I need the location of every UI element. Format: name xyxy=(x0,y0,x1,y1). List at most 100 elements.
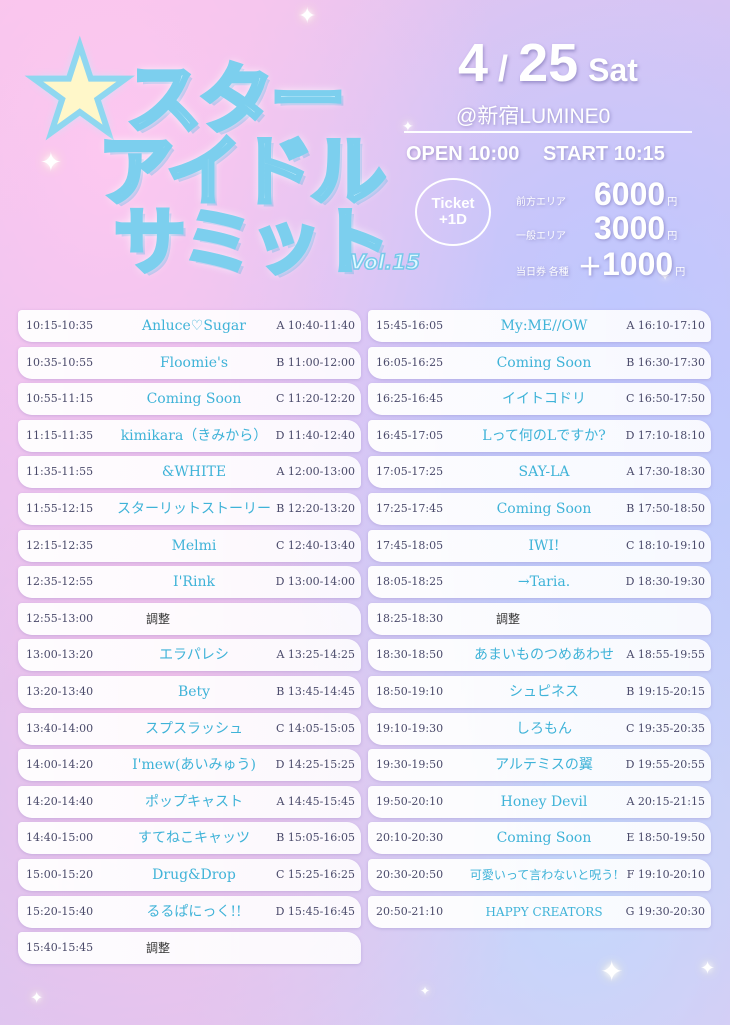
goods-time: A 16:10-17:10 xyxy=(626,319,705,332)
performer-name: &WHITE xyxy=(161,464,227,481)
table-row: 14:20-14:40 ポップキャスト A 14:45-15:45 xyxy=(18,785,361,818)
table-row: 17:45-18:05 IWI! C 18:10-19:10 xyxy=(368,529,711,562)
table-row: 13:00-13:20 エラパレシ A 13:25-14:25 xyxy=(18,639,361,672)
performer-name: Lって何のLですか? xyxy=(482,427,606,444)
performer-name: Coming Soon xyxy=(146,391,242,408)
adjustment-label: 調整 xyxy=(145,611,170,626)
table-row: 16:45-17:05 Lって何のLですか? D 17:10-18:10 xyxy=(368,419,711,452)
slot-time: 12:15-12:35 xyxy=(26,538,94,552)
date-day: 25 xyxy=(518,33,579,93)
table-row: 20:10-20:30 Coming Soon E 18:50-19:50 xyxy=(368,822,711,855)
slot-time: 17:25-17:45 xyxy=(376,501,444,515)
slot-time: 11:55-12:15 xyxy=(26,501,94,515)
table-row: 11:35-11:55 &WHITE A 12:00-13:00 xyxy=(18,456,361,489)
performer-name: Anluce♡Sugar xyxy=(142,318,246,334)
slot-time: 18:25-18:30 xyxy=(376,611,444,625)
price-unit: 円 xyxy=(667,231,678,242)
slot-time: 18:50-19:10 xyxy=(376,684,444,698)
slot-time: 15:40-15:45 xyxy=(26,941,94,955)
price-label: 当日券 各種 xyxy=(516,267,569,278)
performer-name: スプスラッシュ xyxy=(145,720,243,737)
star-icon: ★ xyxy=(23,22,137,161)
performer-name: HAPPY CREATORS xyxy=(485,904,603,919)
open-time: 10:00 xyxy=(468,143,520,165)
table-row: 20:30-20:50 可愛いって言わないと呪う! F 19:10-20:10 xyxy=(368,858,711,891)
sparkle-icon: ✦ xyxy=(298,4,317,29)
slot-time: 18:30-18:50 xyxy=(376,648,444,662)
table-row: 15:00-15:20 Drug&Drop C 15:25-16:25 xyxy=(18,858,361,891)
price-amount: 6000 xyxy=(594,176,666,212)
goods-time: B 16:30-17:30 xyxy=(626,355,705,369)
performer-name: イイトコドリ xyxy=(502,391,586,408)
performer-name: SAY-LA xyxy=(518,464,570,481)
goods-time: D 17:10-18:10 xyxy=(625,428,705,442)
goods-time: C 16:50-17:50 xyxy=(625,392,705,406)
table-row: 18:25-18:30 調整 xyxy=(368,602,711,635)
goods-time: C 19:35-20:35 xyxy=(625,721,705,735)
slot-time: 14:40-15:00 xyxy=(26,831,94,845)
slot-time: 20:50-21:10 xyxy=(376,904,444,918)
performer-name: ポップキャスト xyxy=(145,793,243,810)
logo-line-1: スター xyxy=(124,55,348,144)
price-row: 前方エリア 6000 円 xyxy=(516,176,677,213)
logo-volume: Vol.15 xyxy=(349,249,421,275)
price-row: 一般エリア 3000 円 xyxy=(516,210,677,247)
performer-name: シュピネス xyxy=(509,683,579,700)
performer-name: →Taria. xyxy=(517,574,571,591)
goods-time: A 14:45-15:45 xyxy=(276,794,355,808)
slot-time: 10:35-10:55 xyxy=(26,355,94,369)
table-row: 11:15-11:35 kimikara（きみから） D 11:40-12:40 xyxy=(18,419,361,452)
performer-name: アルテミスの翼 xyxy=(495,757,593,774)
event-date: 4/25 Sat xyxy=(458,32,638,94)
table-row: 19:30-19:50 アルテミスの翼 D 19:55-20:55 xyxy=(368,749,711,782)
table-row: 12:15-12:35 Melmi C 12:40-13:40 xyxy=(18,529,361,562)
performer-name: しろもん xyxy=(516,720,572,737)
table-row: 15:40-15:45 調整 xyxy=(18,932,361,965)
table-row: 17:25-17:45 Coming Soon B 17:50-18:50 xyxy=(368,492,711,525)
goods-time: D 11:40-12:40 xyxy=(275,428,355,442)
ticket-badge: Ticket +1D xyxy=(415,178,491,246)
event-times: OPEN 10:00 START 10:15 xyxy=(406,143,665,166)
price-label: 前方エリア xyxy=(516,197,566,208)
goods-time: D 13:00-14:00 xyxy=(275,575,355,589)
table-row: 13:20-13:40 Bety B 13:45-14:45 xyxy=(18,675,361,708)
slot-time: 18:05-18:25 xyxy=(376,575,444,589)
sparkle-icon: ✦ xyxy=(40,148,62,178)
table-row: 14:40-15:00 すてねこキャッツ B 15:05-16:05 xyxy=(18,822,361,855)
goods-time: A 18:55-19:55 xyxy=(626,648,705,662)
performer-name: Coming Soon xyxy=(496,830,592,847)
goods-time: B 17:50-18:50 xyxy=(626,501,705,515)
slot-time: 16:25-16:45 xyxy=(376,392,444,406)
table-row: 20:50-21:10 HAPPY CREATORS G 19:30-20:30 xyxy=(368,895,711,928)
slot-time: 20:30-20:50 xyxy=(376,867,444,881)
table-row: 11:55-12:15 スターリットストーリー B 12:20-13:20 xyxy=(18,492,361,525)
performer-name: IWI! xyxy=(528,537,560,554)
slot-time: 15:20-15:40 xyxy=(26,904,94,918)
goods-time: D 14:25-15:25 xyxy=(275,758,355,772)
performer-name: Coming Soon xyxy=(496,500,592,517)
table-row: 12:55-13:00 調整 xyxy=(18,602,361,635)
table-row: 15:45-16:05 My:ME//OW A 16:10-17:10 xyxy=(368,310,711,342)
goods-time: C 11:20-12:20 xyxy=(275,392,355,406)
slot-time: 19:10-19:30 xyxy=(376,721,444,735)
table-row: 19:10-19:30 しろもん C 19:35-20:35 xyxy=(368,712,711,745)
table-row: 13:40-14:00 スプスラッシュ C 14:05-15:05 xyxy=(18,712,361,745)
slot-time: 19:50-20:10 xyxy=(376,794,444,808)
sparkle-icon: ✦ xyxy=(420,984,431,998)
goods-time: B 13:45-14:45 xyxy=(276,684,355,698)
slot-time: 19:30-19:50 xyxy=(376,758,444,772)
table-row: 17:05-17:25 SAY-LA A 17:30-18:30 xyxy=(368,456,711,489)
goods-time: B 15:05-16:05 xyxy=(276,831,355,845)
slot-time: 17:45-18:05 xyxy=(376,538,444,552)
performer-name: エラパレシ xyxy=(159,647,229,664)
slot-time: 17:05-17:25 xyxy=(376,465,444,479)
goods-time: C 15:25-16:25 xyxy=(275,867,355,881)
timetable-left: 10:15-10:35 Anluce♡Sugar A 10:40-11:40 10:… xyxy=(18,310,361,969)
performer-name: 可愛いって言わないと呪う! xyxy=(469,867,619,882)
goods-time: F 19:10-20:10 xyxy=(626,867,705,881)
slot-time: 11:15-11:35 xyxy=(26,428,94,442)
slot-time: 13:00-13:20 xyxy=(26,648,94,662)
performer-name: kimikara（きみから） xyxy=(120,427,268,444)
performer-name: My:ME//OW xyxy=(500,318,588,334)
slot-time: 10:55-11:15 xyxy=(26,392,94,406)
